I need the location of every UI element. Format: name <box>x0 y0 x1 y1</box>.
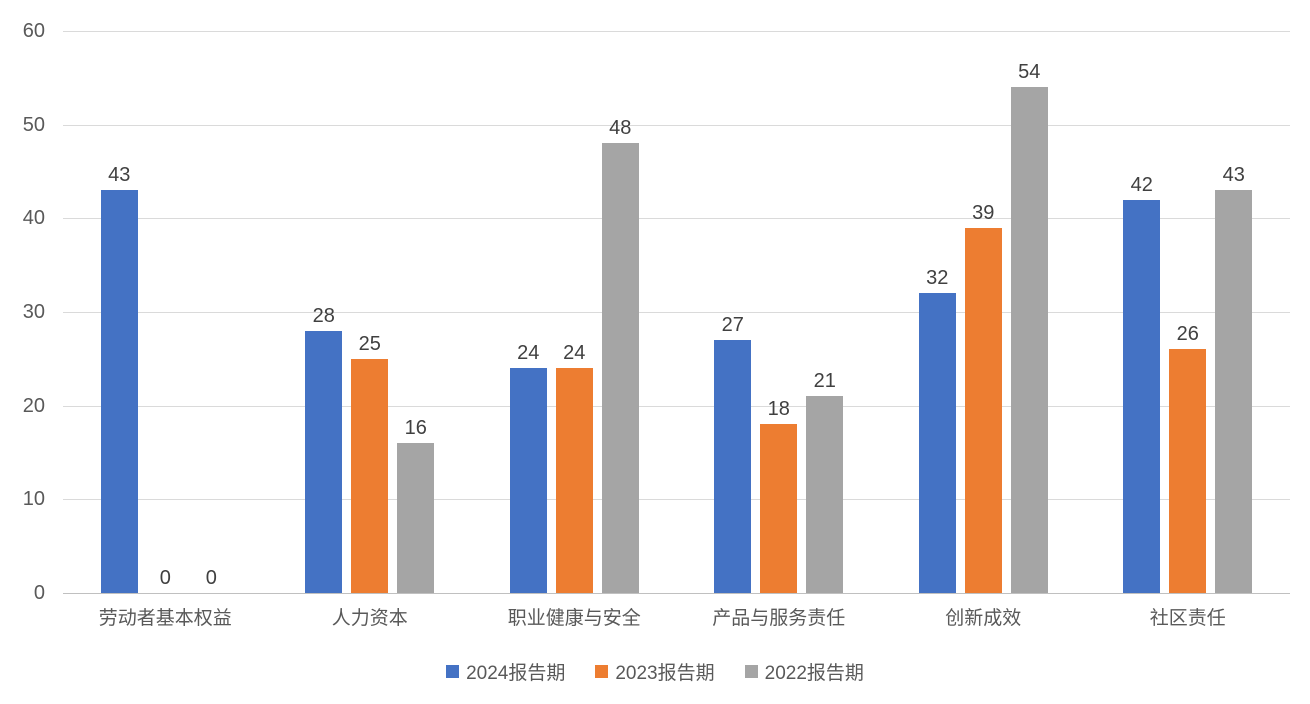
legend-swatch-2022 <box>744 665 758 678</box>
data-label: 25 <box>358 332 381 355</box>
x-axis-category-label: 劳动者基本权益 <box>98 608 232 629</box>
gridline <box>63 312 1290 313</box>
y-axis-tick-label: 30 <box>22 301 45 323</box>
legend-label-2024: 2024报告期 <box>466 663 566 684</box>
bar-2024报告期-人力资本 <box>305 330 343 593</box>
bar-2023报告期-人力资本 <box>351 358 389 593</box>
bar-2022报告期-职业健康与安全 <box>601 143 639 593</box>
data-label: 24 <box>563 342 586 365</box>
x-axis-category-label: 人力资本 <box>331 608 408 629</box>
bar-2022报告期-人力资本 <box>397 443 435 593</box>
bar-2023报告期-产品与服务责任 <box>760 424 798 593</box>
y-axis-tick-label: 20 <box>22 394 45 417</box>
data-label: 24 <box>517 342 540 365</box>
data-label: 27 <box>721 314 744 337</box>
bar-2023报告期-职业健康与安全 <box>555 368 593 593</box>
bar-2024报告期-社区责任 <box>1123 199 1161 593</box>
data-label: 43 <box>108 164 131 187</box>
y-axis-tick-label: 60 <box>22 20 45 42</box>
bar-2023报告期-创新成效 <box>964 227 1002 593</box>
data-label: 26 <box>1176 323 1199 346</box>
data-label: 28 <box>312 304 335 327</box>
gridline <box>63 499 1290 501</box>
data-label: 0 <box>205 567 217 589</box>
data-label: 48 <box>609 117 632 140</box>
bar-2024报告期-职业健康与安全 <box>509 368 547 593</box>
x-axis-category-label: 社区责任 <box>1149 608 1226 629</box>
data-label: 54 <box>1018 61 1041 84</box>
legend-item-2024: 2024报告期 <box>446 658 565 685</box>
bar-2024报告期-创新成效 <box>918 293 956 593</box>
legend-label-2022: 2022报告期 <box>764 663 864 684</box>
gridline <box>63 124 1290 126</box>
data-label: 43 <box>1222 164 1245 187</box>
y-axis-tick-label: 0 <box>33 582 45 604</box>
data-label: 32 <box>926 267 949 290</box>
gridline <box>63 218 1290 220</box>
legend-swatch-2023 <box>595 665 609 678</box>
legend-item-2023: 2023报告期 <box>595 658 715 685</box>
legend: 2024报告期 2023报告期 2022报告期 <box>0 658 1310 685</box>
bar-2022报告期-社区责任 <box>1215 190 1253 593</box>
bar-2022报告期-产品与服务责任 <box>806 396 844 593</box>
x-axis-category-label: 创新成效 <box>945 608 1022 629</box>
x-axis-category-label: 职业健康与安全 <box>507 608 641 629</box>
data-label: 21 <box>813 370 836 393</box>
gridline <box>63 405 1290 407</box>
bar-2023报告期-社区责任 <box>1169 349 1207 593</box>
bar-2024报告期-产品与服务责任 <box>714 340 752 593</box>
y-axis-tick-label: 50 <box>22 113 45 136</box>
x-axis-category-label: 产品与服务责任 <box>712 608 846 629</box>
legend-swatch-2024 <box>446 665 460 678</box>
data-label: 0 <box>159 567 171 589</box>
y-axis-tick-label: 40 <box>22 207 45 230</box>
data-label: 18 <box>767 398 790 421</box>
gridline <box>63 31 1290 32</box>
x-axis-line <box>63 593 1290 594</box>
legend-label-2023: 2023报告期 <box>615 663 715 684</box>
data-label: 42 <box>1130 173 1153 196</box>
y-axis-tick-label: 10 <box>22 488 45 511</box>
data-label: 16 <box>404 417 427 440</box>
legend-item-2022: 2022报告期 <box>744 658 864 685</box>
data-label: 39 <box>972 201 995 224</box>
bar-2024报告期-劳动者基本权益 <box>100 190 138 593</box>
bar-2022报告期-创新成效 <box>1010 87 1048 593</box>
